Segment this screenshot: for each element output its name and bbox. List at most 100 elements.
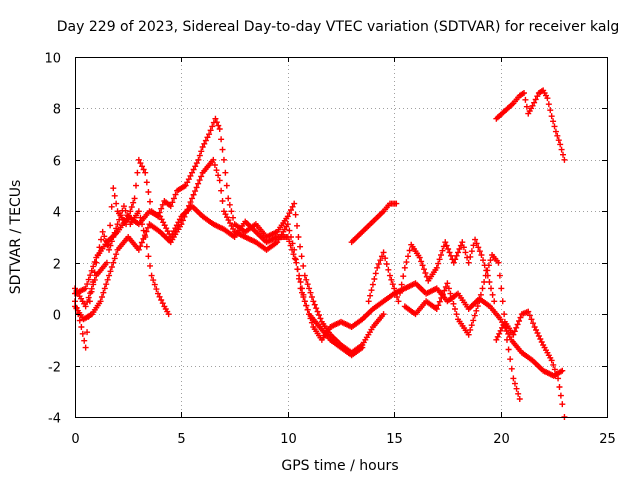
data-point	[453, 311, 460, 318]
data-point	[516, 396, 523, 402]
data-point	[107, 222, 114, 229]
data-point	[179, 217, 186, 224]
data-point	[530, 320, 537, 327]
data-point	[470, 317, 477, 324]
data-point	[130, 199, 137, 206]
data-point	[552, 128, 559, 135]
data-point	[503, 336, 510, 343]
data-point	[170, 195, 177, 202]
data-point	[209, 123, 216, 130]
data-point	[211, 162, 218, 168]
data-point	[550, 361, 557, 368]
data-point	[300, 262, 307, 269]
data-point	[557, 392, 564, 399]
data-point	[195, 180, 202, 187]
series-track-3	[72, 156, 366, 359]
data-point	[528, 316, 535, 323]
data-point	[314, 308, 321, 315]
data-point	[378, 253, 385, 260]
data-point	[422, 270, 429, 276]
data-point	[508, 365, 515, 372]
data-point	[297, 243, 304, 250]
data-point	[386, 272, 393, 279]
data-point	[198, 148, 205, 155]
data-point	[97, 298, 104, 305]
data-point	[90, 263, 97, 270]
x-tick-label: 25	[599, 432, 616, 447]
data-point	[286, 227, 293, 234]
data-point	[110, 259, 117, 266]
data-point	[439, 247, 446, 254]
grid	[75, 57, 607, 417]
data-point	[545, 101, 552, 108]
series-track-7	[401, 252, 523, 402]
data-point	[551, 123, 558, 130]
series-track-6	[365, 236, 498, 305]
data-point	[82, 303, 89, 310]
data-point	[436, 298, 443, 305]
data-point	[219, 198, 226, 204]
data-point	[507, 356, 514, 363]
data-point	[558, 146, 565, 153]
data-point	[103, 259, 110, 266]
data-point	[548, 113, 555, 120]
data-point	[159, 201, 166, 208]
data-point	[375, 261, 382, 267]
data-point	[120, 203, 127, 210]
data-point	[301, 298, 308, 305]
data-point	[167, 203, 174, 210]
data-point	[190, 166, 197, 173]
data-point	[419, 262, 426, 269]
x-tick-label: 20	[493, 432, 510, 447]
data-point	[435, 302, 442, 309]
data-point	[192, 163, 199, 170]
data-point	[82, 344, 89, 351]
data-point	[228, 208, 235, 215]
data-point	[307, 289, 314, 296]
data-point	[90, 281, 97, 288]
data-point	[79, 330, 86, 337]
data-point	[202, 137, 209, 144]
data-point	[488, 285, 495, 292]
data-point	[107, 268, 114, 275]
data-point	[560, 151, 567, 158]
data-point	[292, 211, 299, 218]
data-point	[418, 258, 425, 265]
data-point	[313, 305, 320, 312]
data-point	[368, 287, 375, 294]
data-point	[219, 146, 226, 153]
data-point	[206, 131, 213, 138]
data-point	[498, 285, 505, 292]
data-point	[297, 279, 304, 285]
x-axis-label: GPS time / hours	[281, 458, 398, 474]
data-point	[184, 179, 191, 186]
data-point	[225, 195, 232, 202]
y-tick-label: 10	[44, 52, 61, 67]
data-point	[82, 285, 89, 292]
data-point	[531, 99, 538, 106]
data-point	[465, 331, 472, 338]
data-point	[81, 337, 88, 344]
y-tick-label: -4	[48, 412, 61, 427]
data-point	[547, 107, 554, 114]
data-point	[472, 236, 479, 243]
data-point	[99, 228, 106, 235]
data-point	[104, 276, 111, 283]
data-point	[403, 259, 410, 266]
series-track-5	[348, 200, 400, 246]
data-point	[529, 102, 536, 109]
data-point	[85, 276, 92, 283]
data-point	[135, 246, 142, 253]
data-point	[460, 244, 467, 251]
data-point	[553, 370, 560, 377]
data-point	[303, 302, 310, 309]
data-point	[296, 272, 303, 279]
data-point	[383, 261, 390, 267]
data-point	[444, 280, 451, 287]
data-point	[436, 256, 443, 263]
data-point	[187, 199, 194, 206]
data-point	[137, 243, 144, 250]
data-point	[195, 156, 202, 163]
series-track-9	[493, 87, 568, 163]
data-point	[145, 253, 152, 260]
